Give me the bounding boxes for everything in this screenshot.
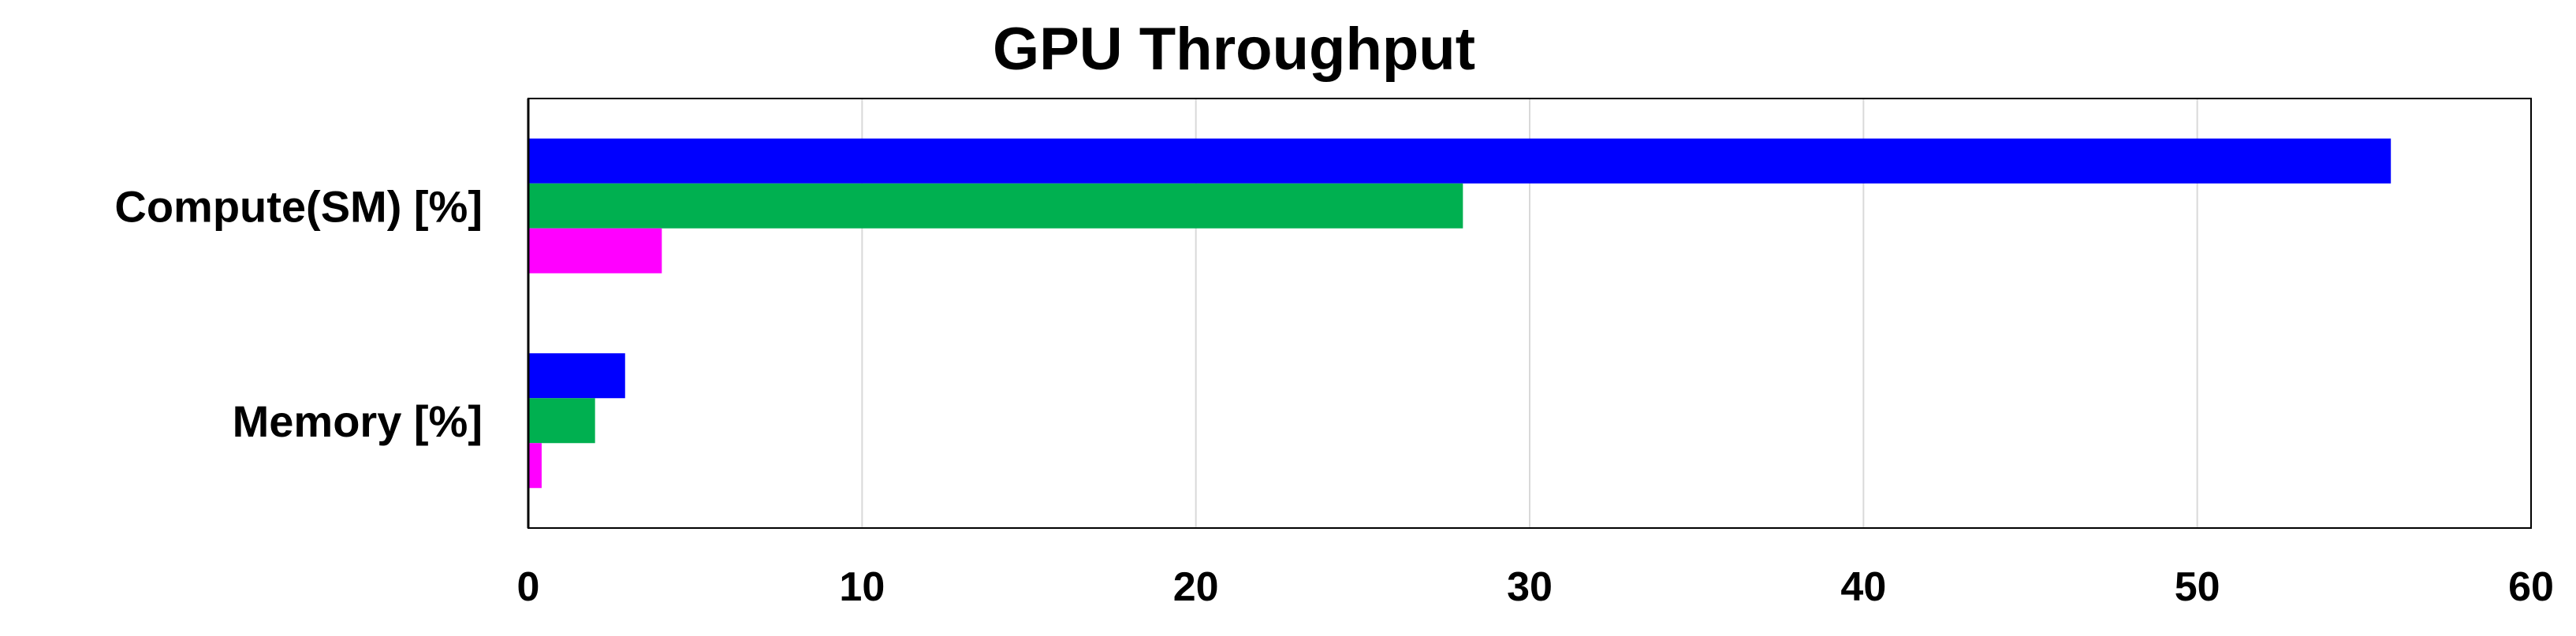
bar-cat-1-series-2 — [528, 443, 542, 489]
bar-cat-1-series-1 — [528, 398, 595, 444]
chart-title: GPU Throughput — [993, 16, 1475, 83]
bar-cat-0-series-1 — [528, 183, 1463, 229]
category-label-1: Memory [%] — [233, 396, 483, 446]
x-tick-label-1: 10 — [839, 564, 885, 610]
x-tick-label-2: 20 — [1173, 564, 1219, 610]
category-labels: Compute(SM) [%] Memory [%] — [114, 181, 483, 446]
bar-cat-0-series-2 — [528, 228, 662, 273]
x-tick-label-5: 50 — [2175, 564, 2220, 610]
category-label-0: Compute(SM) [%] — [114, 181, 483, 231]
bar-cat-1-series-0 — [528, 353, 625, 399]
x-tick-label-4: 40 — [1840, 564, 1886, 610]
bar-cat-0-series-0 — [528, 138, 2391, 184]
bars — [528, 138, 2391, 489]
x-tick-label-6: 60 — [2508, 564, 2554, 610]
x-tick-label-3: 30 — [1507, 564, 1553, 610]
x-tick-labels: 0 10 20 30 40 50 60 — [517, 564, 2554, 610]
x-tick-label-0: 0 — [517, 564, 540, 610]
